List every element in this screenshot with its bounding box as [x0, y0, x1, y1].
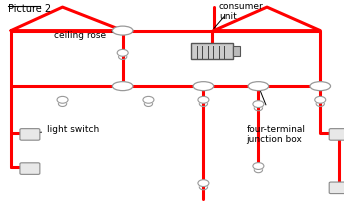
Circle shape [253, 163, 264, 169]
Circle shape [57, 96, 68, 103]
Circle shape [198, 180, 209, 187]
Text: consumer
unit: consumer unit [219, 2, 264, 21]
FancyBboxPatch shape [329, 129, 345, 140]
Circle shape [143, 96, 154, 103]
Circle shape [117, 49, 128, 56]
Ellipse shape [112, 26, 133, 35]
Text: light switch: light switch [33, 125, 99, 134]
Bar [191, 43, 233, 59]
Circle shape [253, 101, 264, 108]
Ellipse shape [310, 82, 331, 91]
Ellipse shape [193, 82, 214, 91]
FancyBboxPatch shape [20, 129, 40, 140]
Circle shape [198, 96, 209, 103]
Circle shape [315, 96, 326, 103]
Bar [233, 46, 239, 56]
FancyBboxPatch shape [20, 163, 40, 174]
Text: four-terminal
junction box: four-terminal junction box [246, 124, 305, 144]
FancyBboxPatch shape [329, 182, 345, 194]
Text: Picture 2: Picture 2 [8, 4, 51, 14]
Ellipse shape [248, 82, 269, 91]
Text: ceiling rose: ceiling rose [54, 31, 120, 40]
Ellipse shape [112, 82, 133, 91]
